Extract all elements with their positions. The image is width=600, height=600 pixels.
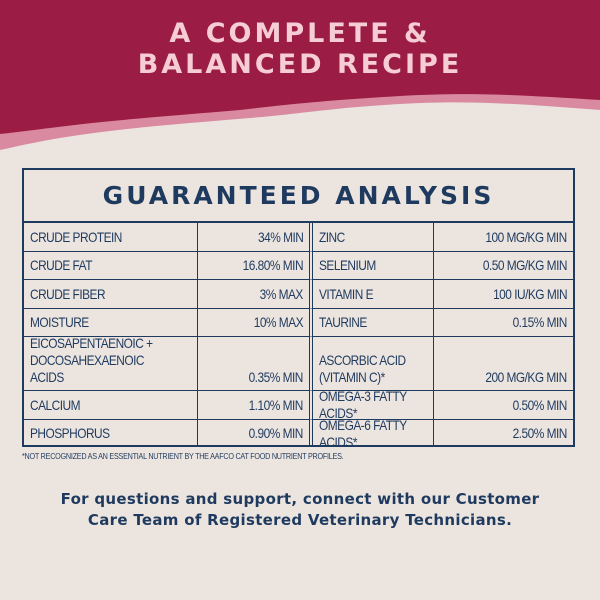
headline-line-2: BALANCED RECIPE bbox=[137, 49, 463, 80]
cell-text: ASCORBIC ACID (VITAMIN C)* bbox=[319, 352, 406, 385]
table-cell-left-value: 3% MAX bbox=[198, 280, 313, 309]
cell-text: MOISTURE bbox=[30, 314, 89, 330]
table-cell-right-label: ZINC bbox=[313, 223, 434, 252]
table-cell-right-label: TAURINE bbox=[313, 309, 434, 337]
analysis-grid: CRUDE PROTEIN 34% MIN ZINC 100 MG/KG MIN CRU… bbox=[24, 223, 573, 450]
cell-text: 0.15% MIN bbox=[512, 314, 568, 330]
cell-text: 3% MAX bbox=[259, 285, 304, 302]
table-cell-left-value: 0.35% MIN bbox=[198, 337, 313, 391]
table-cell-left-label: EICOSAPENTAENOIC + DOCOSAHEXAENOIC ACIDS bbox=[24, 335, 198, 391]
cell-text: 200 MG/KG MIN bbox=[485, 369, 568, 385]
table-cell-left-value: 10% MAX bbox=[198, 309, 313, 337]
cell-text: 16.80% MIN bbox=[242, 257, 304, 273]
cell-text: 34% MIN bbox=[257, 228, 304, 245]
cell-text: 2.50% MIN bbox=[512, 425, 568, 441]
support-line-1: For questions and support, connect with … bbox=[60, 490, 540, 508]
table-cell-left-value: 1.10% MIN bbox=[198, 391, 313, 420]
table-cell-left-label: CRUDE PROTEIN bbox=[24, 223, 198, 252]
table-cell-right-value: 100 MG/KG MIN bbox=[434, 223, 573, 252]
cell-text: OMEGA-3 FATTY ACIDS* bbox=[319, 388, 407, 421]
cell-text: 0.50% MIN bbox=[512, 396, 568, 413]
table-cell-right-value: 0.50% MIN bbox=[434, 391, 573, 420]
table-cell-right-value: 0.50 MG/KG MIN bbox=[434, 252, 573, 280]
table-cell-right-value: 200 MG/KG MIN bbox=[434, 337, 573, 391]
table-cell-left-label: CALCIUM bbox=[24, 391, 198, 420]
cell-text: 100 IU/KG MIN bbox=[492, 285, 568, 302]
cell-text: 0.90% MIN bbox=[248, 425, 304, 441]
table-cell-right-label: OMEGA-6 FATTY ACIDS* bbox=[313, 417, 434, 450]
banner-main bbox=[0, 0, 600, 134]
cell-text: CRUDE PROTEIN bbox=[30, 228, 122, 245]
table-cell-left-value: 16.80% MIN bbox=[198, 252, 313, 280]
cell-text: 1.10% MIN bbox=[248, 396, 304, 413]
cell-text: 100 MG/KG MIN bbox=[485, 228, 568, 245]
cell-text: 10% MAX bbox=[253, 314, 304, 330]
table-cell-right-value: 2.50% MIN bbox=[434, 420, 573, 447]
headline-line-1: A COMPLETE & bbox=[169, 18, 431, 49]
guaranteed-analysis-table: GUARANTEED ANALYSIS CRUDE PROTEIN 34% MIN… bbox=[22, 168, 575, 450]
table-cell-right-value: 100 IU/KG MIN bbox=[434, 280, 573, 309]
cell-text: CRUDE FIBER bbox=[30, 285, 106, 302]
table-cell-left-value: 34% MIN bbox=[198, 223, 313, 252]
header-banner bbox=[0, 0, 600, 150]
table-cell-right-label: OMEGA-3 FATTY ACIDS* bbox=[313, 388, 434, 421]
table-cell-left-label: CRUDE FIBER bbox=[24, 280, 198, 309]
support-line-2: Care Team of Registered Veterinary Techn… bbox=[87, 511, 513, 529]
table-cell-right-label: ASCORBIC ACID (VITAMIN C)* bbox=[313, 337, 434, 391]
table-cell-right-label: VITAMIN E bbox=[313, 280, 434, 309]
cell-text: TAURINE bbox=[319, 314, 367, 330]
table-title: GUARANTEED ANALYSIS bbox=[24, 170, 573, 223]
cell-text: CRUDE FAT bbox=[30, 257, 92, 273]
cell-text: 0.50 MG/KG MIN bbox=[482, 257, 568, 273]
table-cell-left-value: 0.90% MIN bbox=[198, 420, 313, 447]
cell-text: VITAMIN E bbox=[319, 285, 374, 302]
footnote: *NOT RECOGNIZED AS AN ESSENTIAL NUTRIENT… bbox=[22, 451, 344, 461]
table-cell-right-label: SELENIUM bbox=[313, 252, 434, 280]
table-cell-right-value: 0.15% MIN bbox=[434, 309, 573, 337]
table-cell-left-label: PHOSPHORUS bbox=[24, 420, 198, 447]
cell-text: SELENIUM bbox=[319, 257, 376, 273]
cell-text: CALCIUM bbox=[30, 396, 80, 413]
cell-text: PHOSPHORUS bbox=[30, 425, 110, 441]
cell-text: EICOSAPENTAENOIC + DOCOSAHEXAENOIC ACIDS bbox=[30, 335, 153, 385]
headline: A COMPLETE & BALANCED RECIPE bbox=[0, 18, 600, 80]
cell-text: OMEGA-6 FATTY ACIDS* bbox=[319, 416, 407, 450]
cell-text: 0.35% MIN bbox=[248, 369, 304, 385]
table-cell-left-label: CRUDE FAT bbox=[24, 252, 198, 280]
cell-text: ZINC bbox=[319, 228, 345, 245]
support-message: For questions and support, connect with … bbox=[0, 489, 600, 531]
table-cell-left-label: MOISTURE bbox=[24, 309, 198, 337]
